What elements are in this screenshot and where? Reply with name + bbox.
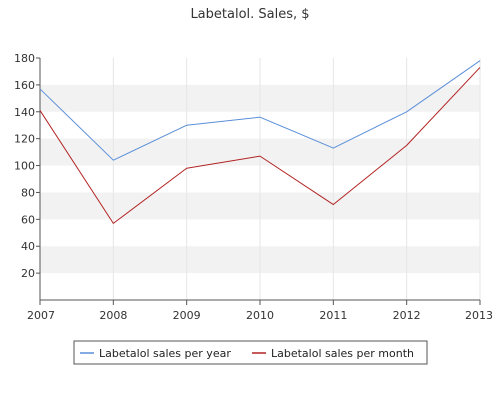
y-tick-label: 140: [14, 106, 35, 119]
x-tick-label: 2010: [246, 309, 274, 322]
x-tick-label: 2007: [27, 309, 55, 322]
legend: Labetalol sales per year Labetalol sales…: [73, 340, 428, 365]
y-tick-label: 60: [21, 213, 35, 226]
legend-label-labetalol-sales-per-year: Labetalol sales per year: [99, 347, 231, 360]
x-tick-label: 2008: [99, 309, 127, 322]
y-tick-label: 180: [14, 52, 35, 65]
x-tick-label: 2013: [465, 309, 493, 322]
y-tick-label: 100: [14, 160, 35, 173]
legend-box: [73, 340, 428, 365]
y-tick-label: 20: [21, 267, 35, 280]
axes: [36, 57, 481, 305]
chart-title: Labetalol. Sales, $: [190, 7, 309, 22]
y-tick-label: 120: [14, 133, 35, 146]
x-tick-label: 2009: [173, 309, 201, 322]
tick-labels: 20 40 60 80 100 120 140 160 180 2007 2008 2009 2010 2…: [14, 52, 493, 322]
x-tick-label: 2011: [319, 309, 347, 322]
y-tick-label: 80: [21, 186, 35, 199]
y-tick-label: 40: [21, 240, 35, 253]
y-tick-label: 160: [14, 79, 35, 92]
legend-label-labetalol-sales-per-month: Labetalol sales per month: [271, 347, 414, 360]
series-lines: [39, 60, 481, 224]
x-tick-label: 2012: [393, 309, 421, 322]
